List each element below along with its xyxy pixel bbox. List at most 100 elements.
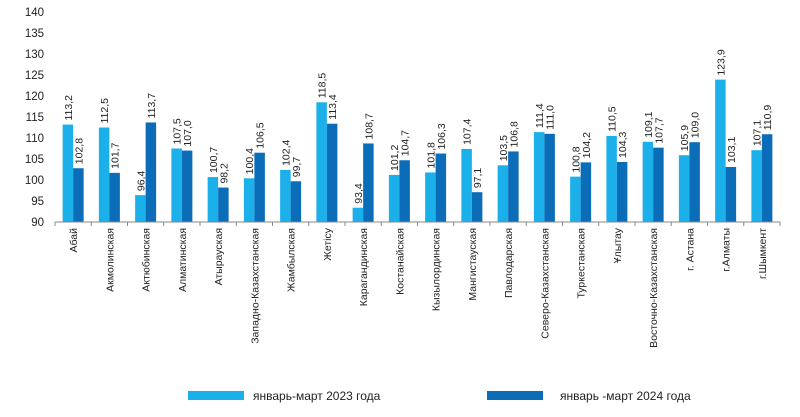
bar-2024 (689, 142, 700, 222)
bar-2024 (653, 147, 664, 222)
category-label: Туркестанская (576, 228, 588, 299)
bar-2024 (363, 143, 374, 222)
category-label: Мангистауская (467, 228, 479, 301)
category-label: Костанайская (394, 228, 406, 295)
y-tick-label: 120 (25, 91, 44, 103)
data-label: 105,9 (679, 125, 691, 151)
category-label: Абай (68, 228, 80, 253)
data-label: 113,7 (146, 93, 158, 119)
data-label: 109,1 (643, 111, 655, 137)
data-label: 101,8 (425, 142, 437, 168)
bar-2023 (425, 172, 436, 222)
x-axis: Абай Акмолинская Актюбинская Алматинская Аты… (54, 221, 781, 348)
category-label: Алматинская (177, 228, 189, 292)
category-label: г. Астана (684, 228, 696, 271)
bar-2024 (181, 150, 193, 222)
data-label: 97,1 (472, 168, 484, 189)
y-tick-label: 95 (31, 196, 44, 208)
bar-2023 (461, 148, 472, 222)
bar-2023 (62, 124, 74, 222)
bar-2024 (145, 122, 157, 222)
data-label: 93,4 (353, 183, 365, 204)
data-label: 113,2 (63, 95, 75, 121)
bar-2023 (280, 169, 291, 222)
category-label: Северо-Казахстанская (539, 228, 551, 339)
category-label: г.Алматы (721, 228, 733, 272)
bar-2023 (606, 135, 617, 222)
data-label: 111,0 (545, 105, 557, 130)
category-label: Актюбинская (141, 228, 153, 292)
y-tick-label: 135 (25, 28, 44, 40)
data-label: 100,7 (208, 147, 220, 173)
bar-2024 (399, 160, 410, 222)
y-tick-label: 100 (25, 175, 44, 187)
bar-2024 (254, 152, 265, 222)
bar-2024 (725, 166, 737, 222)
y-tick-label: 130 (25, 49, 44, 61)
y-tick-label: 125 (25, 70, 44, 82)
data-label: 102,8 (73, 138, 85, 164)
bar-2024 (109, 172, 120, 222)
category-label: Жамбылская (286, 228, 298, 292)
category-label: Восточно-Казахстанская (648, 228, 660, 348)
data-label: 109,0 (690, 112, 702, 138)
bar-2023 (570, 176, 581, 222)
bar-2023 (715, 79, 726, 223)
category-label: г.Шымкент (757, 228, 769, 279)
data-label: 104,7 (400, 130, 412, 156)
data-label: 111,4 (534, 103, 546, 128)
bar-2023 (243, 178, 255, 222)
data-label: 107,0 (182, 120, 194, 146)
data-label: 107,1 (752, 120, 764, 146)
data-label: 104,2 (581, 132, 593, 158)
bar-2024 (218, 187, 229, 222)
bar-2023 (316, 102, 327, 222)
category-label: Павлодарская (503, 228, 515, 298)
bar-2024 (616, 161, 628, 222)
y-tick-label: 110 (26, 133, 44, 145)
data-label: 100,8 (570, 146, 582, 172)
bar-2024 (761, 134, 773, 222)
bar-2024 (471, 192, 483, 222)
data-label: 107,5 (172, 118, 184, 144)
bar-2023 (352, 207, 364, 222)
y-tick-label: 90 (31, 217, 44, 229)
legend-swatch (487, 391, 543, 400)
data-label: 113,4 (327, 94, 339, 120)
category-label: Атырауская (213, 228, 225, 285)
data-label: 108,7 (363, 113, 375, 139)
category-label: Карагандинская (358, 228, 370, 306)
bar-2023 (678, 155, 690, 222)
bar-2024 (435, 153, 447, 222)
category-label: Акмолинская (104, 228, 116, 292)
bar-2024 (73, 168, 84, 222)
bar-2023 (388, 174, 400, 222)
data-label: 123,9 (715, 49, 727, 75)
data-label: 96,4 (135, 171, 147, 192)
data-label: 106,8 (508, 121, 520, 147)
bar-2023 (171, 148, 182, 222)
data-label: 98,2 (218, 163, 230, 184)
bar-2023 (98, 127, 110, 222)
bar-2023 (751, 150, 762, 222)
bar-2023 (135, 195, 146, 222)
legend-label: январь-март 2023 года (253, 389, 381, 403)
data-label: 107,4 (462, 118, 474, 144)
data-label: 110,9 (762, 105, 774, 131)
bar-2023 (533, 132, 545, 222)
data-label: 112,5 (99, 98, 111, 124)
data-label: 100,4 (244, 148, 256, 174)
bar-2024 (544, 133, 555, 222)
bar-2024 (326, 123, 338, 222)
bar-2023 (207, 177, 219, 222)
bar-2023 (497, 165, 509, 222)
data-label: 107,7 (653, 117, 665, 143)
legend-swatch (188, 391, 244, 400)
data-label: 118,5 (317, 73, 329, 99)
y-tick-label: 115 (26, 112, 44, 124)
category-label: Кызылординская (431, 228, 443, 311)
data-label: 101,2 (389, 145, 401, 171)
data-label: 103,5 (498, 135, 510, 161)
